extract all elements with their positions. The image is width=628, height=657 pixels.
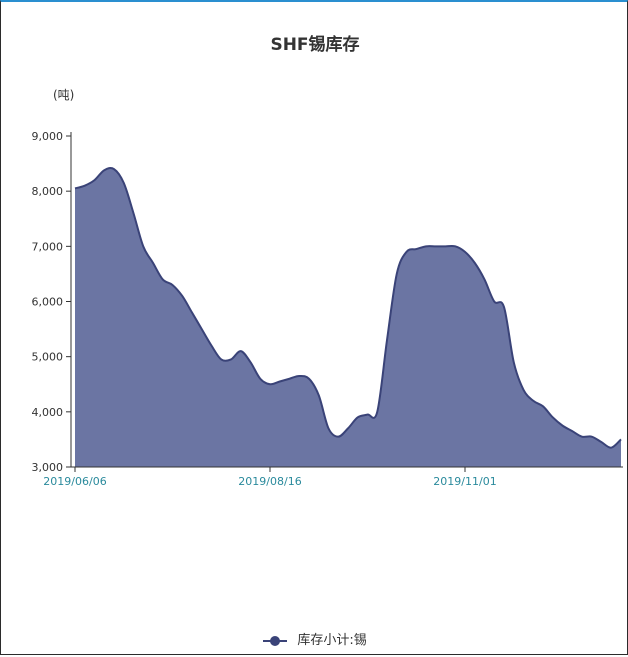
y-tick-label: 9,000	[32, 130, 64, 143]
y-tick-label: 3,000	[32, 461, 64, 474]
y-tick-label: 7,000	[32, 240, 64, 253]
x-tick-label: 2019/06/06	[43, 475, 106, 488]
series-area-fill	[75, 168, 621, 467]
legend-series-label: 库存小计:锡	[297, 633, 366, 648]
y-tick-label: 6,000	[32, 296, 64, 309]
y-tick-label: 8,000	[32, 185, 64, 198]
legend[interactable]: 库存小计:锡	[1, 629, 628, 648]
y-tick-label: 4,000	[32, 406, 64, 419]
plot-area: 3,000 4,000 5,000 6,000 7,000 8,000 9,000 2019/…	[32, 130, 628, 488]
x-tick-label: 2019/11/01	[433, 475, 496, 488]
y-tick-label: 5,000	[32, 351, 64, 364]
legend-series-marker-icon	[263, 635, 287, 647]
x-tick-label: 2019/08/16	[238, 475, 301, 488]
